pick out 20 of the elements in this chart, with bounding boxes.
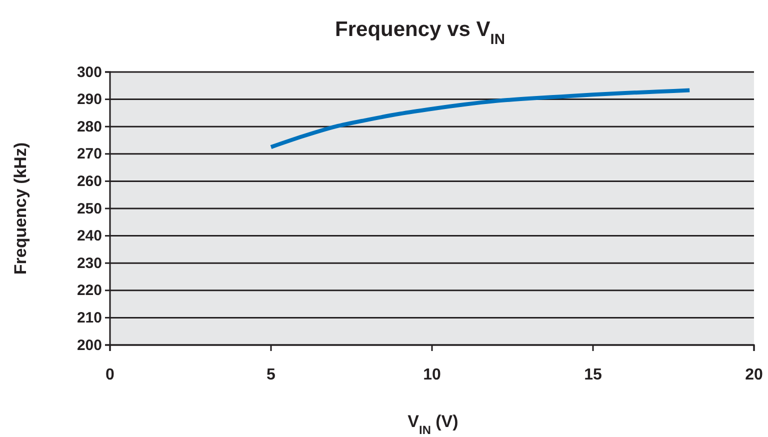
x-tick-label: 20 <box>745 366 763 384</box>
y-tick-label: 200 <box>76 336 102 354</box>
line-series <box>269 88 692 150</box>
y-tick-label: 300 <box>76 64 102 81</box>
x-tick-label: 10 <box>423 366 441 384</box>
y-tick-label: 250 <box>76 200 102 218</box>
y-tick-label: 290 <box>76 91 102 108</box>
y-axis-title: Frequency (kHz) <box>11 142 30 275</box>
x-tick-label: 15 <box>584 366 602 384</box>
y-tick-label: 270 <box>76 146 102 163</box>
x-tick-label: 0 <box>106 366 115 384</box>
y-tick-label: 260 <box>76 173 102 190</box>
y-tick-label: 230 <box>76 254 102 272</box>
chart-title: Frequency vs V$_{IN}$ <box>335 18 505 48</box>
y-tick-label: 240 <box>76 228 102 245</box>
y-tick-label: 220 <box>76 282 102 300</box>
y-tick-label: 280 <box>76 118 102 136</box>
x-axis-title: V$_{IN}$ (V) <box>408 412 458 437</box>
y-tick-label: 210 <box>76 310 102 326</box>
x-tick-label: 5 <box>266 366 276 384</box>
